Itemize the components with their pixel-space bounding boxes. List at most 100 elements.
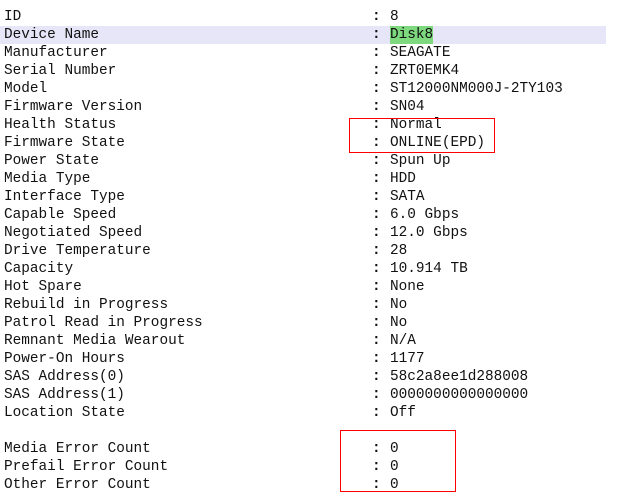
property-value: 28 — [390, 243, 408, 259]
separator: : — [372, 45, 381, 61]
separator: : — [372, 333, 381, 349]
property-label: Model — [4, 81, 48, 97]
property-value: 8 — [390, 9, 399, 25]
property-value: SN04 — [390, 99, 425, 115]
property-value: 10.914 TB — [390, 261, 468, 277]
property-value: N/A — [390, 333, 416, 349]
separator: : — [372, 171, 381, 187]
property-label: Power-On Hours — [4, 351, 125, 367]
property-row[interactable]: SAS Address(0):58c2a8ee1d288008 — [0, 368, 606, 386]
separator: : — [372, 27, 381, 43]
property-row[interactable]: Patrol Read in Progress: No — [0, 314, 606, 332]
separator: : — [372, 153, 381, 169]
property-row[interactable]: Capacity:10.914 TB — [0, 260, 606, 278]
property-row[interactable]: Serial Number: ZRT0EMK4 — [0, 62, 606, 80]
property-row[interactable]: Model: ST12000NM000J-2TY103 — [0, 80, 606, 98]
property-value: None — [390, 279, 425, 295]
property-label: ID — [4, 9, 22, 25]
property-row[interactable]: Remnant Media Wearout: N/A — [0, 332, 606, 350]
property-value: Spun Up — [390, 153, 451, 169]
property-label: Media Type — [4, 171, 91, 187]
property-row[interactable]: Health Status: Normal — [0, 116, 606, 134]
property-row[interactable]: Media Type: HDD — [0, 170, 606, 188]
property-value: 1177 — [390, 351, 425, 367]
property-label: Location State — [4, 405, 125, 421]
property-label: Hot Spare — [4, 279, 82, 295]
property-row[interactable]: Firmware State: ONLINE(EPD) — [0, 134, 606, 152]
property-label: Drive Temperature — [4, 243, 151, 259]
property-row[interactable]: Capable Speed:6.0 Gbps — [0, 206, 606, 224]
property-value: 58c2a8ee1d288008 — [390, 369, 529, 385]
property-value: HDD — [390, 171, 416, 187]
property-label: Rebuild in Progress — [4, 297, 169, 313]
property-label: Interface Type — [4, 189, 125, 205]
property-value: Disk8 — [390, 26, 434, 44]
property-value: ST12000NM000J-2TY103 — [390, 81, 563, 97]
separator: : — [372, 459, 381, 475]
separator: : — [372, 99, 381, 115]
property-value: 0 — [390, 477, 399, 493]
property-row[interactable]: SAS Address(1):0000000000000000 — [0, 386, 606, 404]
property-label: Firmware Version — [4, 99, 143, 115]
property-row[interactable]: Power-On Hours:1177 — [0, 350, 606, 368]
property-value: 0 — [390, 441, 399, 457]
property-row[interactable]: Negotiated Speed:12.0 Gbps — [0, 224, 606, 242]
separator: : — [372, 243, 381, 259]
property-label: Device Name — [4, 27, 99, 43]
property-label: Manufacturer — [4, 45, 108, 61]
property-value: ONLINE(EPD) — [390, 135, 485, 151]
property-label: SAS Address(0) — [4, 369, 125, 385]
property-row[interactable]: Drive Temperature:28 — [0, 242, 606, 260]
property-label: SAS Address(1) — [4, 387, 125, 403]
property-row[interactable]: ID:8 — [0, 8, 606, 26]
property-value: 0 — [390, 459, 399, 475]
property-label: Prefail Error Count — [4, 459, 169, 475]
property-row[interactable]: Rebuild in Progress: No — [0, 296, 606, 314]
separator: : — [372, 351, 381, 367]
property-row[interactable]: Other Error Count:0 — [0, 476, 606, 494]
property-value: ZRT0EMK4 — [390, 63, 460, 79]
separator: : — [372, 9, 381, 25]
property-row[interactable]: Power State: Spun Up — [0, 152, 606, 170]
property-label: Firmware State — [4, 135, 125, 151]
property-value: No — [390, 297, 408, 313]
separator: : — [372, 369, 381, 385]
separator: : — [372, 477, 381, 493]
separator: : — [372, 207, 381, 223]
property-label: Other Error Count — [4, 477, 151, 493]
property-row[interactable]: Firmware Version: SN04 — [0, 98, 606, 116]
separator: : — [372, 135, 381, 151]
separator: : — [372, 279, 381, 295]
separator: : — [372, 315, 381, 331]
property-value: 6.0 Gbps — [390, 207, 460, 223]
property-value: Normal — [390, 117, 442, 133]
property-value: Off — [390, 405, 416, 421]
separator: : — [372, 63, 381, 79]
property-row[interactable]: Device Name: Disk8 — [0, 26, 606, 44]
property-row[interactable]: Interface Type: SATA — [0, 188, 606, 206]
property-label: Capable Speed — [4, 207, 117, 223]
property-label: Power State — [4, 153, 99, 169]
property-value: 12.0 Gbps — [390, 225, 468, 241]
separator: : — [372, 261, 381, 277]
property-row[interactable]: Prefail Error Count:0 — [0, 458, 606, 476]
property-label: Media Error Count — [4, 441, 151, 457]
separator: : — [372, 387, 381, 403]
property-label: Negotiated Speed — [4, 225, 143, 241]
property-row[interactable]: Hot Spare: None — [0, 278, 606, 296]
separator: : — [372, 117, 381, 133]
separator: : — [372, 297, 381, 313]
property-label: Capacity — [4, 261, 74, 277]
separator: : — [372, 189, 381, 205]
separator: : — [372, 441, 381, 457]
property-value: 0000000000000000 — [390, 387, 529, 403]
property-row[interactable]: Manufacturer: SEAGATE — [0, 44, 606, 62]
property-row[interactable]: Location State: Off — [0, 404, 606, 422]
property-value: SATA — [390, 189, 425, 205]
property-label: Serial Number — [4, 63, 117, 79]
property-row[interactable]: Media Error Count:0 — [0, 440, 606, 458]
property-value: No — [390, 315, 408, 331]
separator: : — [372, 81, 381, 97]
property-label: Health Status — [4, 117, 117, 133]
